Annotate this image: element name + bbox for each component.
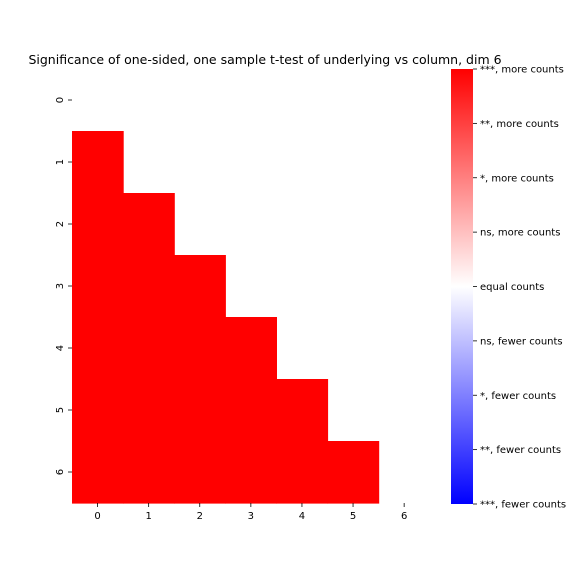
x-tick-label: 4 — [299, 511, 305, 522]
x-tick-label: 2 — [197, 511, 203, 522]
x-tick-label: 6 — [401, 511, 407, 522]
heatmap-cells — [72, 131, 380, 504]
x-tick-label: 0 — [94, 511, 100, 522]
heatmap-cell — [276, 441, 329, 504]
heatmap-cell — [72, 193, 124, 256]
heatmap-cell — [276, 379, 329, 442]
colorbar-tick-label: equal counts — [480, 282, 544, 293]
heatmap-cell — [327, 441, 380, 504]
colorbar-tick-label: ns, fewer counts — [480, 336, 563, 347]
heatmap-cell — [123, 317, 175, 380]
colorbar-gradient — [451, 69, 473, 504]
heatmap-cell — [225, 379, 277, 442]
heatmap-cell — [72, 379, 124, 442]
colorbar-tick-label: ns, more counts — [480, 228, 560, 239]
y-tick-label: 2 — [55, 221, 66, 227]
heatmap-cell — [225, 317, 277, 380]
heatmap-cell — [225, 441, 277, 504]
colorbar: ***, more counts **, more counts *, more c… — [451, 65, 566, 511]
heatmap-cell — [72, 441, 124, 504]
heatmap-cell — [72, 317, 124, 380]
y-tick-label: 1 — [55, 159, 66, 165]
chart-title: Significance of one-sided, one sample t-… — [28, 52, 501, 67]
colorbar-tick-label: **, more counts — [480, 119, 559, 130]
y-axis-ticks: 0 1 2 3 4 5 6 — [55, 97, 72, 475]
y-tick-label: 4 — [55, 345, 66, 351]
colorbar-tick-label: **, fewer counts — [480, 445, 561, 456]
y-tick-label: 0 — [55, 97, 66, 103]
heatmap-cell — [72, 131, 124, 194]
heatmap-cell — [123, 193, 175, 256]
heatmap-cell — [123, 255, 175, 318]
colorbar-tick-label: *, more counts — [480, 173, 554, 184]
heatmap-cell — [123, 379, 175, 442]
colorbar-tick-label: *, fewer counts — [480, 391, 556, 402]
heatmap-cell — [174, 317, 226, 380]
heatmap-cell — [72, 255, 124, 318]
y-tick-label: 6 — [55, 469, 66, 475]
x-tick-label: 3 — [248, 511, 254, 522]
heatmap-cell — [123, 441, 175, 504]
colorbar-tick-label: ***, more counts — [480, 65, 564, 76]
y-tick-label: 3 — [55, 283, 66, 289]
x-tick-label: 5 — [350, 511, 356, 522]
heatmap-cell — [174, 441, 226, 504]
colorbar-tick-label: ***, fewer counts — [480, 500, 566, 511]
y-tick-label: 5 — [55, 407, 66, 413]
x-axis-ticks: 0 1 2 3 4 5 6 — [94, 503, 407, 522]
heatmap-cell — [174, 255, 226, 318]
heatmap-cell — [174, 379, 226, 442]
x-tick-label: 1 — [145, 511, 151, 522]
